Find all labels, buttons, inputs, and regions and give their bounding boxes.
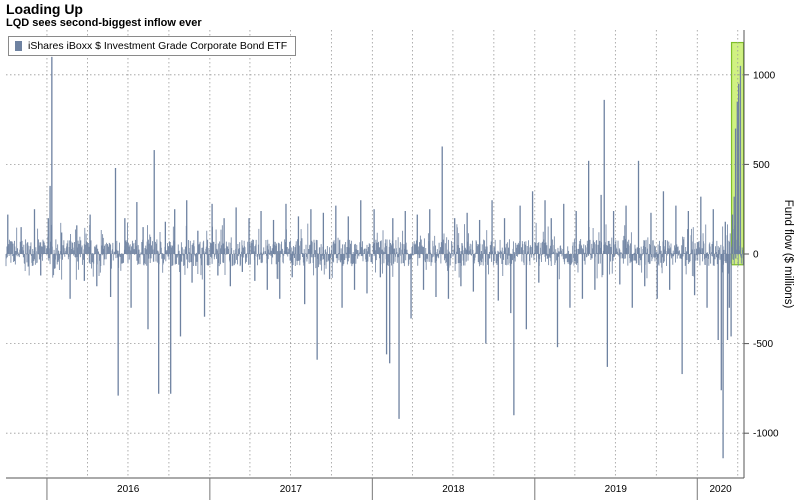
y-tick-label: -1000: [753, 429, 779, 440]
y-axis-title: Fund flow ($ millions): [782, 200, 794, 309]
x-year-label: 2019: [605, 484, 628, 495]
chart-title: Loading Up: [6, 1, 83, 17]
x-year-label: 2016: [117, 484, 140, 495]
x-year-label: 2020: [710, 484, 733, 495]
legend-label: iShares iBoxx $ Investment Grade Corpora…: [28, 40, 288, 52]
legend-swatch: [15, 41, 22, 51]
x-year-label: 2017: [280, 484, 303, 495]
chart-legend: iShares iBoxx $ Investment Grade Corpora…: [8, 36, 297, 56]
y-tick-label: 500: [753, 160, 770, 171]
y-tick-label: 1000: [753, 70, 776, 81]
x-year-label: 2018: [442, 484, 465, 495]
y-tick-label: -500: [753, 339, 773, 350]
flow-texture: [5, 222, 745, 280]
chart-subtitle: LQD sees second-biggest inflow ever: [6, 17, 202, 29]
y-tick-label: 0: [753, 250, 759, 261]
